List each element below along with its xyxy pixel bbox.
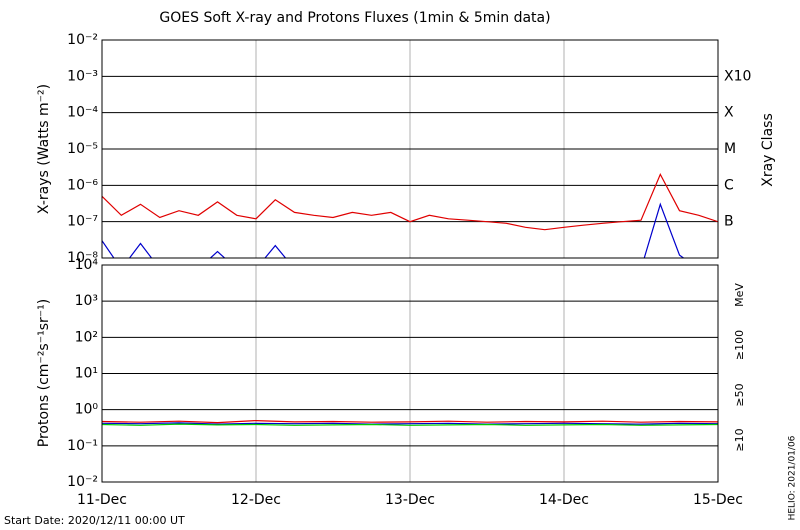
y-tick-label: 10²	[75, 329, 98, 345]
legend-entry: ≥100	[733, 330, 746, 360]
y-tick-label: 10¹	[75, 366, 98, 382]
y-tick-label: 10⁻¹	[67, 438, 98, 454]
y-tick-label: 10⁻⁶	[67, 177, 98, 193]
plot-area	[102, 419, 718, 426]
y-axis-label: X-rays (Watts m⁻²)	[36, 84, 52, 214]
y-tick-label: 10⁻⁸	[67, 250, 98, 266]
y-tick-label: 10⁻³	[67, 68, 98, 84]
x-tick-label: 11-Dec	[77, 492, 127, 508]
legend-entry: ≥10	[733, 428, 746, 451]
plot-frame	[101, 264, 719, 483]
chart-title: GOES Soft X-ray and Protons Fluxes (1min…	[159, 10, 550, 26]
y-axis-label: Protons (cm⁻²s⁻¹sr⁻¹)	[36, 299, 52, 448]
y-tick-label: 10⁻⁷	[67, 214, 98, 230]
y2-tick-label: C	[724, 177, 734, 193]
x-tick-label: 12-Dec	[231, 492, 281, 508]
legend-title: MeV	[733, 283, 746, 307]
y-tick-label: 10⁻⁵	[67, 141, 98, 157]
y-tick-label: 10⁻²	[67, 474, 98, 490]
y-tick-label: 10⁰	[75, 402, 99, 418]
helio-date: HELIO: 2021/01/06	[788, 435, 798, 520]
series-line	[102, 423, 718, 426]
y2-axis-label: Xray Class	[760, 113, 776, 187]
x-tick-label: 14-Dec	[539, 492, 589, 508]
x-tick-label: 15-Dec	[693, 492, 743, 508]
legend-entry: ≥50	[733, 383, 746, 406]
series-line	[102, 422, 718, 425]
y-tick-label: 10⁴	[75, 257, 99, 273]
y-tick-label: 10⁻²	[67, 32, 98, 48]
y2-tick-label: B	[724, 214, 734, 230]
y2-tick-label: X10	[724, 68, 751, 84]
start-date: Start Date: 2020/12/11 00:00 UT	[4, 514, 185, 527]
y-tick-label: 10⁻⁴	[67, 105, 98, 121]
y2-tick-label: X	[724, 105, 734, 121]
plot-frame	[101, 39, 719, 259]
y-tick-label: 10³	[75, 293, 98, 309]
x-tick-label: 13-Dec	[385, 492, 435, 508]
series-line	[102, 419, 718, 424]
series-line	[102, 173, 718, 231]
plot-area	[102, 173, 718, 258]
y2-tick-label: M	[724, 141, 736, 157]
